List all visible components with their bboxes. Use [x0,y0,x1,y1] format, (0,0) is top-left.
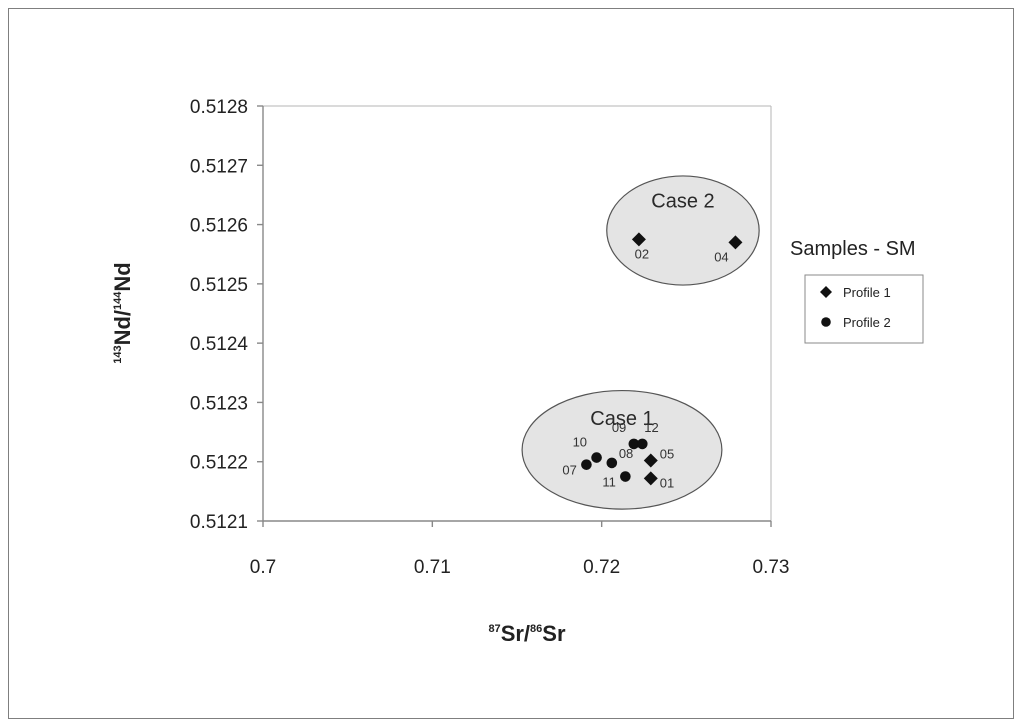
y-tick-label: 0.5126 [190,216,248,237]
point-diamond-01 [643,471,658,486]
legend-marker-diamond [820,286,832,298]
y-tick-label: 0.5121 [190,512,248,533]
y-axis-title: 143Nd/144Nd [110,262,135,364]
point-circle-09 [628,438,640,450]
y-tick-label: 0.5127 [190,156,248,177]
point-circle-07 [581,459,592,470]
point-diamond-04 [728,235,743,250]
legend-box [804,274,924,344]
y-tick-label: 0.5128 [190,97,248,118]
y-tick-label: 0.5122 [190,453,248,474]
point-label-12: 12 [644,420,658,435]
y-tick-label: 0.5124 [190,334,249,355]
point-diamond-02 [631,232,646,247]
point-label-11: 11 [602,475,616,490]
axes: 0.5121 0.5122 0.5123 0.5124 0.5125 0.5126 0.51… [190,97,790,578]
x-tick-label: 0.7 [250,557,276,578]
point-circle-12 [637,438,648,450]
legend-entry-label: Profile 2 [843,315,891,330]
x-axis-title: 87Sr/86Sr [488,621,566,646]
case-ellipses: Case 1 Case 2 [521,175,760,510]
point-label-10: 10 [573,435,587,450]
x-tick-label: 0.72 [583,557,620,578]
y-tick-label: 0.5125 [190,275,248,296]
point-diamond-05 [643,453,658,468]
x-tick-label: 0.73 [753,557,790,578]
point-circle-10 [591,452,602,463]
point-label-04: 04 [714,249,728,264]
point-circle-11 [620,471,631,482]
case-label-2: Case 2 [651,191,714,213]
point-label-07: 07 [562,463,576,478]
point-label-01: 01 [660,475,674,490]
case-ellipse-1 [521,389,723,510]
point-label-08: 08 [619,446,633,461]
legend-entry-label: Profile 1 [843,285,891,300]
point-label-05: 05 [660,447,674,462]
legend: Samples - SM Profile 1 Profile 2 [790,238,924,344]
legend-title: Samples - SM [790,238,916,260]
point-circle-08 [606,457,618,469]
point-label-09: 09 [612,420,626,435]
y-tick-label: 0.5123 [190,393,248,414]
figure-frame [8,8,1014,719]
legend-marker-circle [821,317,831,327]
case-ellipse-2 [606,175,760,286]
point-label-02: 02 [635,246,649,261]
x-tick-label: 0.71 [414,557,451,578]
case-label-1: Case 1 [590,408,653,430]
